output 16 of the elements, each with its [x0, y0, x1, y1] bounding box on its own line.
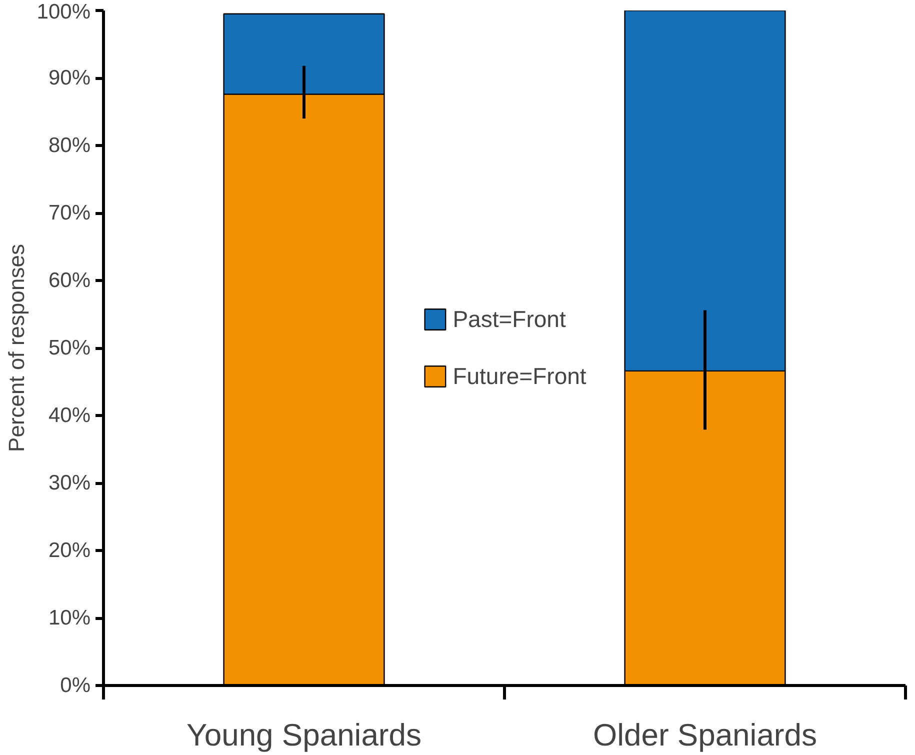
y-tick-label: 90% — [48, 66, 90, 90]
y-tick-label: 0% — [60, 674, 91, 697]
y-tick-label: 70% — [48, 202, 90, 224]
y-tick-label: 10% — [48, 606, 90, 630]
y-tick-label: 40% — [48, 404, 90, 427]
x-tick-label: Older Spaniards — [592, 718, 818, 752]
x-tick-label: Young Spaniards — [186, 718, 422, 752]
legend-label: Past=Front — [452, 306, 566, 332]
y-tick-label: 50% — [48, 336, 90, 360]
y-tick-label: 100% — [36, 0, 91, 24]
y-tick-label: 60% — [48, 269, 90, 292]
y-tick-label: 80% — [48, 134, 90, 157]
y-axis-title: Percent of responses — [4, 244, 29, 452]
legend-label: Future=Front — [452, 362, 586, 390]
y-tick-label: 20% — [48, 539, 90, 562]
y-tick-label: 30% — [48, 472, 90, 494]
